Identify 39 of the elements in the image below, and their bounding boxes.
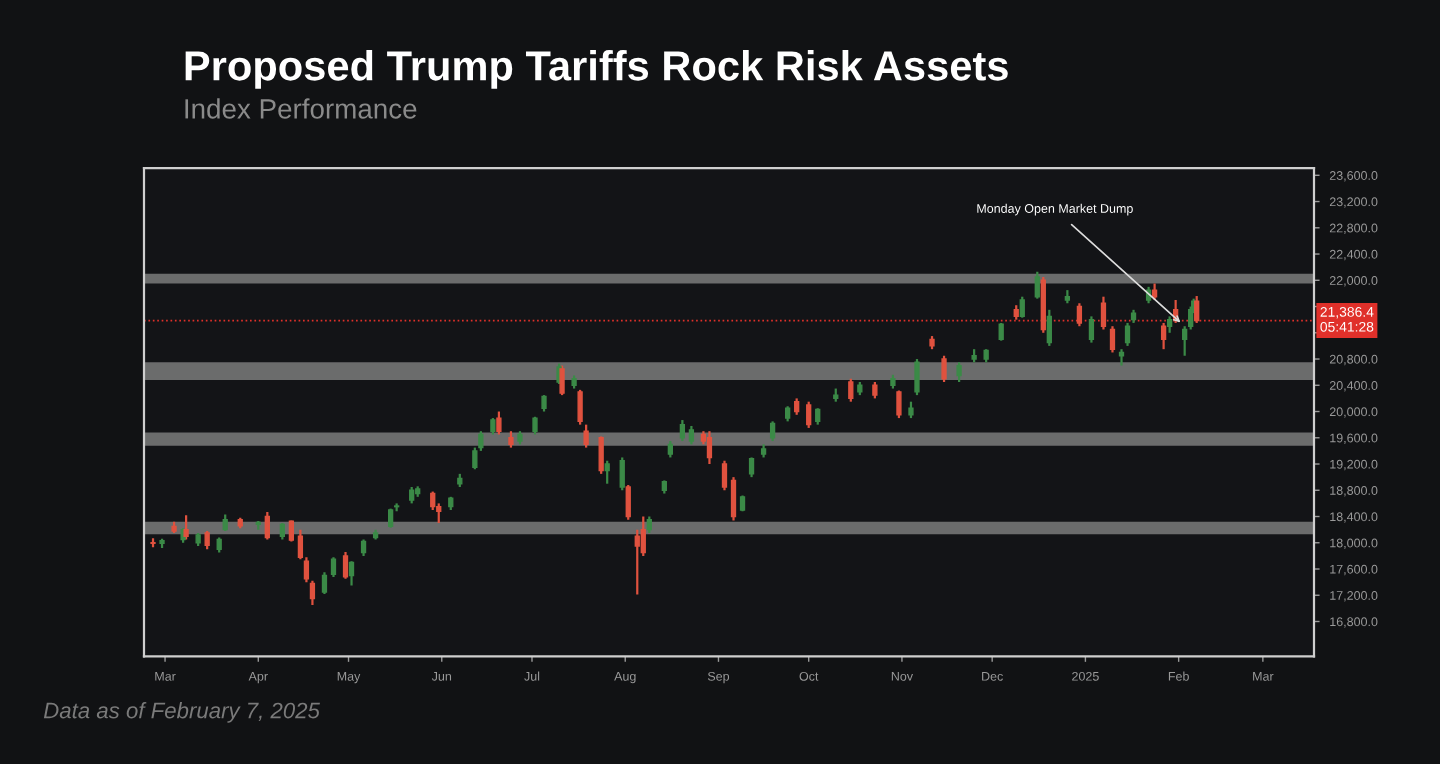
candlestick (1076, 302, 1083, 328)
candlestick (619, 456, 625, 492)
candlestick (348, 560, 355, 587)
candlestick (896, 389, 902, 420)
candlestick (1160, 321, 1167, 351)
candlestick (330, 556, 337, 578)
candlestick (1109, 325, 1116, 354)
candlestick (342, 550, 349, 580)
candlestick (634, 528, 640, 596)
candlestick (806, 400, 812, 430)
candlestick (679, 418, 686, 443)
candlestick (264, 510, 270, 541)
candlestick (730, 476, 737, 522)
chart-title: Proposed Trump Tariffs Rock Risk Assets (185, 50, 1008, 89)
candlestick (1046, 308, 1052, 348)
chart-subtitle: Index Performance (185, 98, 417, 119)
candlestick (321, 571, 328, 596)
candlestick (1100, 295, 1107, 331)
candlestick (914, 357, 920, 397)
candlestick (688, 424, 695, 446)
candlestick (769, 420, 776, 443)
candlestick (583, 423, 589, 449)
candlestick (604, 459, 610, 485)
candlestick (625, 483, 631, 521)
candlestick (1034, 270, 1040, 300)
candlestick (956, 361, 962, 384)
candlestick (941, 354, 947, 384)
candlestick (1124, 321, 1131, 348)
candlestick (721, 459, 728, 492)
candlestick (748, 456, 755, 479)
candlestick (598, 435, 604, 475)
candlestick (204, 529, 210, 551)
candlestick (1019, 295, 1025, 319)
candlestick (496, 410, 502, 436)
text: Data as of February 7, 2025 (43, 702, 320, 723)
candlestick (848, 377, 854, 403)
candlestick (706, 430, 713, 466)
candlestick (1088, 315, 1095, 344)
candlestick (577, 388, 583, 426)
